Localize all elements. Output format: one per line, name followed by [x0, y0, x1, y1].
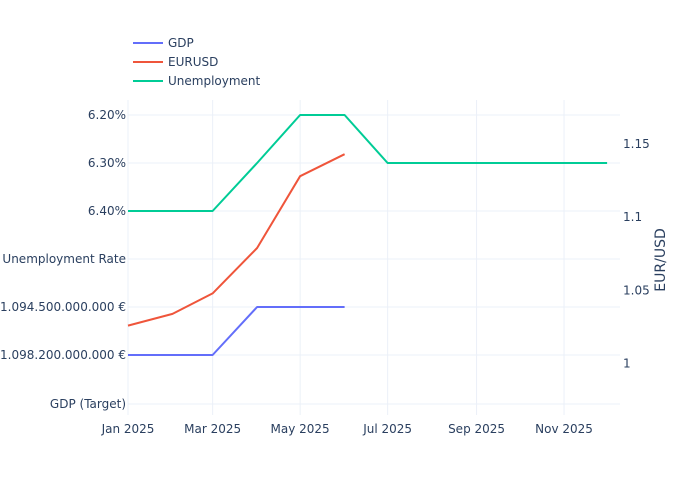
y-left-tick-label: 6.20%: [88, 108, 126, 122]
series-lines: [127, 114, 608, 356]
series-line-eurusd: [127, 153, 346, 327]
y-left-axis-ticks: GDP (Target) 1.098.200.000.000 € 1.094.500…: [0, 108, 126, 411]
legend-item-unemployment[interactable]: Unemployment: [133, 74, 261, 88]
x-tick-label: Sep 2025: [448, 422, 505, 436]
y-right-tick-label: 1.15: [623, 137, 650, 151]
x-tick-label: Jul 2025: [362, 422, 412, 436]
y-right-tick-label: 1.05: [623, 283, 650, 297]
series-line-gdp: [128, 306, 345, 356]
y-left-tick-label: 1.098.200.000.000 €: [0, 348, 126, 362]
legend-label: GDP: [168, 36, 194, 50]
x-tick-label: May 2025: [271, 422, 330, 436]
x-tick-label: Nov 2025: [535, 422, 593, 436]
legend-item-eurusd[interactable]: EURUSD: [133, 55, 218, 69]
x-gridlines: [127, 100, 565, 415]
x-axis-ticks: Jan 2025 Mar 2025 May 2025 Jul 2025 Sep 2025…: [101, 422, 593, 436]
y-left-tick-label: Unemployment Rate: [2, 252, 126, 266]
legend-item-gdp[interactable]: GDP: [133, 36, 194, 50]
y-right-axis-ticks: 1 1.05 1.1 1.15: [623, 137, 650, 371]
y-right-axis-title: EUR/USD: [653, 228, 669, 291]
x-tick-label: Mar 2025: [184, 422, 241, 436]
y-left-tick-label: 1.094.500.000.000 €: [0, 300, 126, 314]
y-left-tick-label: 6.40%: [88, 204, 126, 218]
y-right-tick-label: 1: [623, 357, 631, 371]
x-tick-label: Jan 2025: [101, 422, 155, 436]
series-line-unemployment: [128, 114, 608, 212]
y-right-tick-label: 1.1: [623, 210, 642, 224]
legend[interactable]: GDP EURUSD Unemployment: [133, 36, 261, 88]
legend-label: EURUSD: [168, 55, 218, 69]
y-gridlines: [128, 114, 620, 405]
y-left-tick-label: 6.30%: [88, 156, 126, 170]
y-left-tick-label: GDP (Target): [50, 397, 126, 411]
legend-label: Unemployment: [168, 74, 261, 88]
